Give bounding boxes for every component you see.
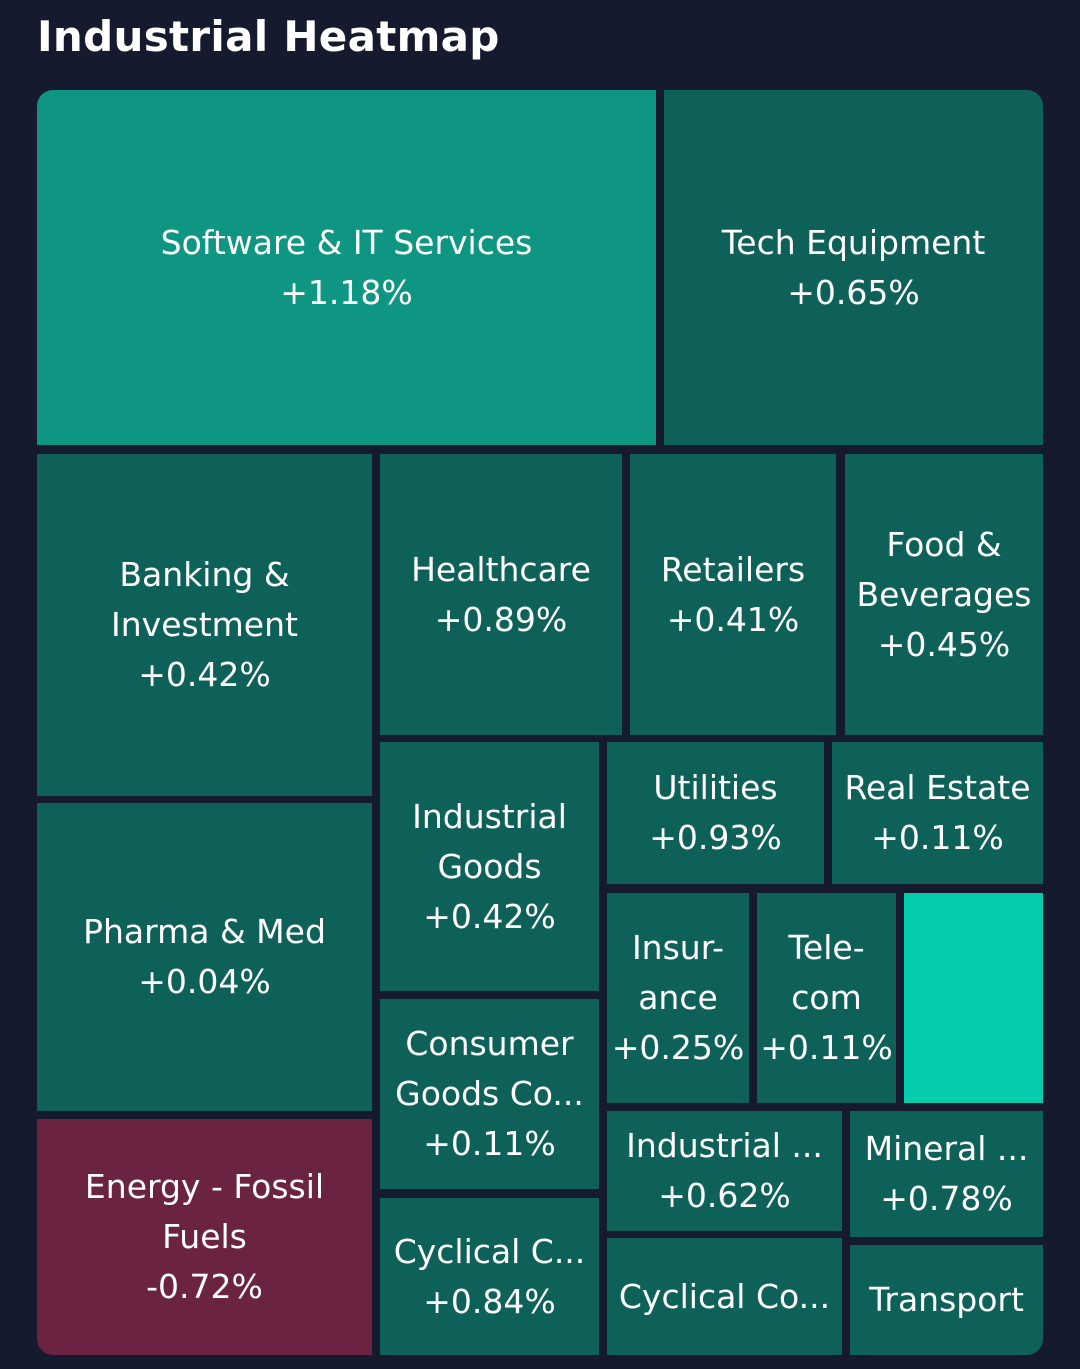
heatmap-tile-utilities[interactable]: Utilities +0.93%: [607, 742, 824, 884]
tile-label: Cyclical C...: [393, 1231, 586, 1271]
tile-change: +0.93%: [649, 818, 782, 857]
heatmap-tile-mineral[interactable]: Mineral ... +0.78%: [850, 1111, 1043, 1237]
tile-label: Tech Equipment: [721, 222, 986, 262]
tile-change: +0.11%: [760, 1028, 893, 1067]
tile-change: +0.62%: [658, 1176, 791, 1215]
heatmap-tile-healthcare[interactable]: Healthcare +0.89%: [380, 454, 622, 735]
page-title: Industrial Heatmap: [37, 12, 500, 61]
tile-change: +1.18%: [280, 272, 413, 312]
heatmap-tile-consumer-goods-co[interactable]: Consumer Goods Co... +0.11%: [380, 999, 599, 1189]
heatmap-tile-banking-investment[interactable]: Banking & Investment +0.42%: [37, 454, 372, 796]
tile-change: +0.42%: [138, 655, 271, 694]
tile-label: Insur- ance: [631, 928, 725, 1017]
heatmap-tile-food-beverages[interactable]: Food & Beverages +0.45%: [845, 454, 1043, 735]
tile-label: Healthcare: [411, 549, 591, 589]
tile-label: Tele- com: [788, 928, 865, 1017]
tile-change: +0.25%: [611, 1028, 745, 1067]
heatmap-tile-retailers[interactable]: Retailers +0.41%: [630, 454, 836, 735]
tile-label: Cyclical Co...: [618, 1276, 831, 1316]
tile-label: Consumer Goods Co...: [395, 1024, 584, 1113]
heatmap-tile-cyclical-co[interactable]: Cyclical Co...: [607, 1238, 842, 1355]
tile-label: Industrial Goods: [412, 796, 567, 886]
tile-label: Industrial ...: [626, 1126, 823, 1165]
heatmap-tile-real-estate[interactable]: Real Estate +0.11%: [832, 742, 1043, 884]
tile-label: Transport: [869, 1280, 1024, 1319]
heatmap-tile-cyclical-c[interactable]: Cyclical C... +0.84%: [380, 1198, 599, 1355]
heatmap-tile-energy-fossil-fuels[interactable]: Energy - Fossil Fuels -0.72%: [37, 1119, 372, 1355]
tile-change: +0.78%: [880, 1179, 1013, 1218]
heatmap-tile-industrial-goods[interactable]: Industrial Goods +0.42%: [380, 742, 599, 991]
heatmap-tile-insur-ance[interactable]: Insur- ance +0.25%: [607, 893, 749, 1103]
heatmap-tile-transport[interactable]: Transport: [850, 1245, 1043, 1355]
tile-change: +0.65%: [787, 272, 920, 312]
heatmap-tile-unlabeled[interactable]: [904, 893, 1043, 1103]
heatmap-tile-tech-equipment[interactable]: Tech Equipment +0.65%: [664, 90, 1043, 445]
tile-change: +0.89%: [434, 599, 568, 639]
tile-label: Energy - Fossil Fuels: [84, 1167, 325, 1256]
heatmap-tile-tele-com[interactable]: Tele- com +0.11%: [757, 893, 896, 1103]
heatmap-tile-pharma-med[interactable]: Pharma & Med +0.04%: [37, 803, 372, 1111]
tile-change: +0.41%: [666, 599, 800, 639]
tile-change: +0.04%: [138, 962, 271, 1001]
heatmap: Software & IT Services +1.18% Tech Equipme…: [37, 90, 1043, 1355]
tile-change: +0.11%: [871, 818, 1004, 857]
tile-label: Mineral ...: [864, 1129, 1029, 1168]
tile-label: Food & Beverages: [856, 524, 1032, 614]
tile-label: Utilities: [653, 768, 778, 807]
tile-label: Retailers: [660, 549, 806, 589]
tile-label: Software & IT Services: [160, 222, 533, 262]
tile-change: +0.11%: [423, 1124, 556, 1163]
tile-change: +0.42%: [423, 896, 556, 936]
tile-change: -0.72%: [146, 1267, 263, 1306]
heatmap-tile-software-it-services[interactable]: Software & IT Services +1.18%: [37, 90, 656, 445]
heatmap-tile-industrial[interactable]: Industrial ... +0.62%: [607, 1111, 842, 1231]
tile-change: +0.45%: [877, 624, 1011, 664]
tile-label: Pharma & Med: [83, 912, 326, 951]
tile-change: +0.84%: [423, 1281, 556, 1321]
tile-label: Banking & Investment: [111, 555, 298, 644]
tile-label: Real Estate: [844, 768, 1031, 807]
